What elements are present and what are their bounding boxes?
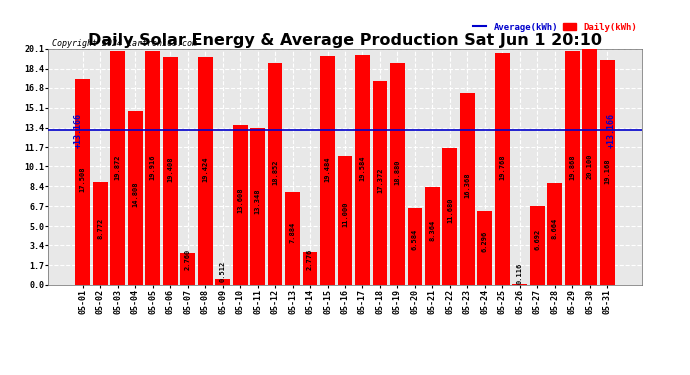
Text: 7.884: 7.884 (290, 222, 295, 243)
Bar (180, 252, 195, 285)
Bar (355, 55, 370, 285)
Text: 19.168: 19.168 (604, 158, 610, 184)
Bar (163, 57, 177, 285)
Bar (92, 182, 108, 285)
Text: 13.348: 13.348 (255, 189, 261, 214)
Text: 0.512: 0.512 (219, 261, 226, 282)
Bar (408, 208, 422, 285)
Bar (285, 192, 300, 285)
Bar (233, 125, 248, 285)
Bar (547, 183, 562, 285)
Text: 19.868: 19.868 (569, 154, 575, 180)
Bar (442, 148, 457, 285)
Text: 6.692: 6.692 (534, 228, 540, 250)
Text: 20.100: 20.100 (586, 153, 593, 179)
Text: 18.880: 18.880 (395, 160, 400, 185)
Text: 16.368: 16.368 (464, 173, 471, 198)
Bar (373, 81, 387, 285)
Text: 18.852: 18.852 (272, 160, 278, 185)
Bar (250, 128, 265, 285)
Bar (215, 279, 230, 285)
Bar (425, 187, 440, 285)
Text: 2.776: 2.776 (307, 249, 313, 270)
Text: 19.584: 19.584 (359, 156, 366, 182)
Bar (110, 51, 125, 285)
Bar (145, 51, 160, 285)
Text: 17.508: 17.508 (80, 167, 86, 192)
Text: 2.760: 2.760 (185, 249, 190, 270)
Text: 19.872: 19.872 (115, 154, 121, 180)
Text: 11.000: 11.000 (342, 201, 348, 227)
Text: +13.166: +13.166 (74, 113, 83, 148)
Text: Copyright 2024 Cartronics.com: Copyright 2024 Cartronics.com (52, 39, 197, 48)
Bar (513, 284, 527, 285)
Text: 13.608: 13.608 (237, 188, 243, 213)
Text: 19.484: 19.484 (324, 156, 331, 182)
Text: 6.296: 6.296 (482, 231, 488, 252)
Bar (320, 56, 335, 285)
Text: 19.424: 19.424 (202, 157, 208, 182)
Bar (390, 63, 405, 285)
Text: 14.808: 14.808 (132, 181, 138, 207)
Text: 8.772: 8.772 (97, 217, 104, 238)
Text: 8.664: 8.664 (552, 218, 558, 239)
Text: 8.364: 8.364 (429, 219, 435, 241)
Bar (460, 93, 475, 285)
Text: 0.116: 0.116 (517, 263, 523, 284)
Legend: Average(kWh), Daily(kWh): Average(kWh), Daily(kWh) (469, 19, 641, 35)
Text: 19.408: 19.408 (167, 157, 173, 182)
Bar (303, 252, 317, 285)
Text: 11.680: 11.680 (447, 198, 453, 223)
Bar (600, 60, 615, 285)
Bar (495, 53, 510, 285)
Text: 19.768: 19.768 (500, 155, 505, 180)
Bar (337, 156, 353, 285)
Title: Daily Solar Energy & Average Production Sat Jun 1 20:10: Daily Solar Energy & Average Production … (88, 33, 602, 48)
Bar (128, 111, 143, 285)
Bar (565, 51, 580, 285)
Bar (197, 57, 213, 285)
Bar (477, 211, 493, 285)
Text: 6.584: 6.584 (412, 229, 418, 250)
Bar (582, 49, 598, 285)
Bar (530, 206, 545, 285)
Text: +13.166: +13.166 (607, 113, 616, 148)
Text: 17.372: 17.372 (377, 168, 383, 193)
Text: 19.916: 19.916 (150, 154, 156, 180)
Bar (75, 79, 90, 285)
Bar (268, 63, 282, 285)
